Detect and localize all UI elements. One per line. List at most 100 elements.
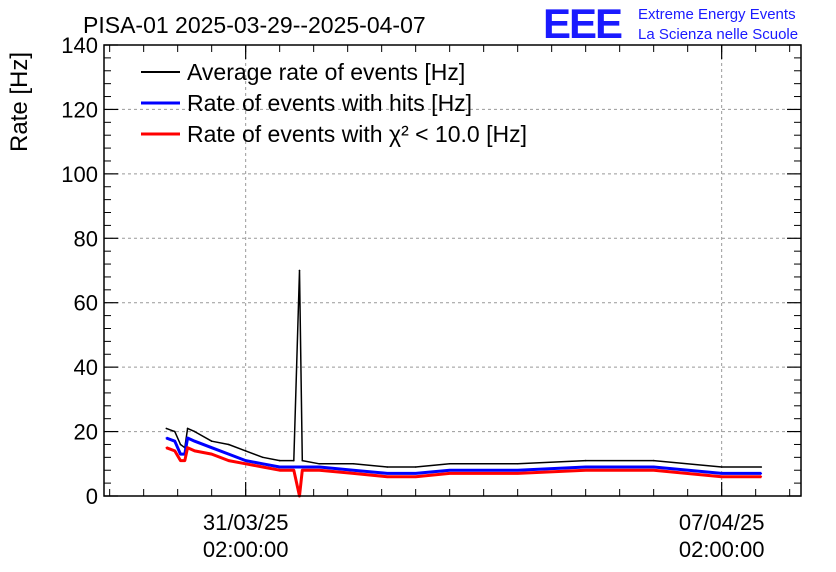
data-point-red — [584, 469, 587, 472]
data-point-black — [227, 443, 230, 446]
data-point-blue — [186, 437, 189, 439]
data-point-blue — [261, 463, 264, 465]
data-point-black — [386, 466, 389, 468]
org-name-line2: La Scienza nelle Scuole — [638, 26, 798, 43]
data-point-red — [318, 469, 321, 472]
data-point-black — [414, 466, 417, 468]
data-point-black — [174, 430, 176, 433]
data-point-blue — [293, 466, 295, 468]
data-point-blue — [584, 466, 587, 468]
legend-label: Rate of events with χ² < 10.0 [Hz] — [187, 121, 527, 147]
data-point-blue — [227, 453, 230, 455]
data-point-red — [174, 450, 176, 452]
series-layer — [165, 269, 763, 498]
data-point-black — [293, 459, 295, 462]
x-tick-label-date: 07/04/25 — [679, 510, 765, 535]
x-tick-label-time: 02:00:00 — [679, 537, 765, 562]
data-point-black — [179, 443, 182, 446]
data-point-black — [298, 269, 301, 272]
plot-frame — [103, 44, 802, 497]
x-tick-label-date: 31/03/25 — [203, 510, 289, 535]
data-point-black — [516, 463, 519, 465]
data-point-blue — [318, 466, 321, 468]
data-point-red — [227, 459, 230, 462]
data-point-red — [278, 469, 281, 472]
data-point-red — [301, 469, 304, 472]
chart-title: PISA-01 2025-03-29--2025-04-07 — [83, 12, 426, 38]
data-point-black — [301, 459, 304, 462]
data-point-red — [184, 459, 186, 462]
data-point-blue — [652, 466, 655, 468]
data-point-red — [210, 453, 213, 455]
data-point-black — [584, 459, 587, 462]
data-point-black — [652, 459, 655, 462]
grid — [104, 45, 801, 496]
y-tick-label: 20 — [74, 420, 98, 445]
legend: Average rate of events [Hz] Rate of event… — [141, 59, 527, 147]
legend-label: Average rate of events [Hz] — [187, 59, 465, 85]
y-tick-label: 120 — [61, 97, 98, 122]
data-point-black — [261, 456, 264, 459]
data-point-red — [414, 475, 417, 478]
data-point-red — [352, 472, 355, 475]
series-line-red — [165, 446, 762, 498]
data-point-blue — [448, 469, 451, 472]
data-point-blue — [210, 446, 213, 449]
data-point-blue — [298, 466, 301, 468]
data-point-blue — [386, 472, 389, 475]
y-tick-label: 0 — [86, 484, 98, 509]
legend-label: Rate of events with hits [Hz] — [187, 90, 472, 116]
y-tick-label: 140 — [61, 33, 98, 58]
data-point-red — [516, 472, 519, 475]
y-tick-label: 80 — [74, 226, 98, 251]
data-point-blue — [352, 469, 355, 472]
data-point-black — [720, 466, 723, 468]
data-point-red — [165, 446, 168, 449]
data-point-black — [193, 430, 196, 433]
data-point-red — [448, 472, 451, 475]
data-point-black — [760, 466, 763, 468]
eee-logo: EEE — [543, 0, 622, 47]
data-point-blue — [165, 437, 168, 439]
data-point-black — [318, 463, 321, 465]
data-point-blue — [179, 453, 182, 455]
data-point-red — [760, 475, 763, 478]
data-point-blue — [301, 466, 304, 468]
data-point-black — [210, 440, 213, 443]
data-point-red — [244, 463, 247, 465]
data-point-red — [652, 469, 655, 472]
data-point-black — [352, 463, 355, 465]
x-tick-label-time: 02:00:00 — [203, 537, 289, 562]
y-tick-label: 60 — [74, 291, 98, 316]
axis-ticks — [104, 44, 801, 497]
data-point-blue — [760, 472, 763, 475]
data-point-blue — [278, 466, 281, 468]
data-point-red — [720, 475, 723, 478]
data-point-blue — [174, 440, 176, 443]
data-point-blue — [720, 472, 723, 475]
data-point-blue — [244, 459, 247, 462]
data-point-blue — [193, 440, 196, 443]
data-point-red — [193, 450, 196, 452]
data-point-black — [186, 427, 189, 430]
data-point-blue — [414, 472, 417, 475]
data-point-black — [244, 450, 247, 452]
data-point-blue — [516, 469, 519, 472]
data-point-red — [179, 459, 182, 462]
y-tick-label: 100 — [61, 162, 98, 187]
data-point-red — [186, 446, 189, 449]
series-line-blue — [165, 436, 762, 475]
data-point-red — [386, 475, 389, 478]
y-tick-label: 40 — [74, 355, 98, 380]
data-point-black — [278, 459, 281, 462]
y-axis-label: Rate [Hz] — [6, 52, 33, 152]
y-tick-labels: 0 20 40 60 80 100 120 140 — [61, 33, 98, 509]
data-point-red — [261, 466, 264, 468]
data-point-black — [448, 463, 451, 465]
org-name-line1: Extreme Energy Events — [638, 6, 796, 23]
data-point-red — [293, 469, 295, 472]
series-line-black — [166, 269, 762, 468]
data-point-black — [165, 427, 168, 430]
